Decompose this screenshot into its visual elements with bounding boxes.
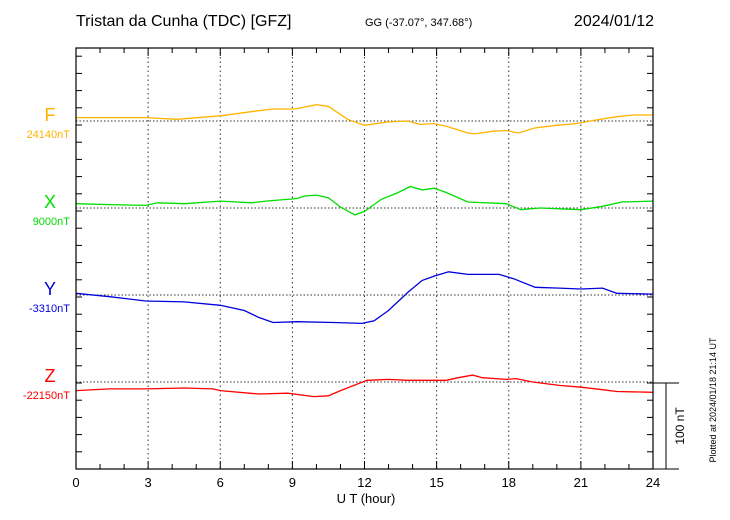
x-tick-label: 9 [289, 475, 296, 490]
series-line-y [75, 271, 654, 325]
series-baseline-f: 24140nT [27, 129, 71, 141]
x-tick-label: 21 [574, 475, 588, 490]
series-line-z [75, 374, 654, 398]
x-tick-label: 0 [72, 475, 79, 490]
series-group: F 24140nT X 9000nT Y -3310nT Z -22150nT [23, 104, 654, 402]
series-name-y: Y [44, 279, 56, 299]
date: 2024/01/12 [574, 13, 654, 30]
series-baseline-x: 9000nT [33, 216, 71, 228]
series-baseline-z: -22150nT [23, 390, 70, 402]
grid [76, 48, 653, 469]
scale-bar-label: 100 nT [673, 407, 687, 445]
x-tick-label: 3 [145, 475, 152, 490]
coordinates: GG (-37.07°, 347.68°) [365, 17, 472, 29]
series-baseline-y: -3310nT [29, 303, 70, 315]
x-axis-label: U T (hour) [337, 491, 396, 506]
station-title: Tristan da Cunha (TDC) [GFZ] [76, 13, 291, 30]
series-name-x: X [44, 192, 56, 212]
series-line-f [76, 104, 653, 135]
x-tick-label: 6 [217, 475, 224, 490]
plotted-timestamp: Plotted at 2024/01/18 21:14 UT [708, 337, 718, 463]
series-name-f: F [45, 105, 56, 125]
x-tick-label: 18 [502, 475, 516, 490]
x-tick-label: 15 [429, 475, 443, 490]
x-tick-label: 12 [357, 475, 371, 490]
x-tick-label: 24 [646, 475, 660, 490]
axis-ticks: 0 3 6 9 12 15 18 21 24 [72, 48, 660, 490]
series-name-z: Z [45, 366, 56, 386]
scale-bar: 100 nT [653, 382, 687, 470]
series-line-x [75, 185, 654, 216]
